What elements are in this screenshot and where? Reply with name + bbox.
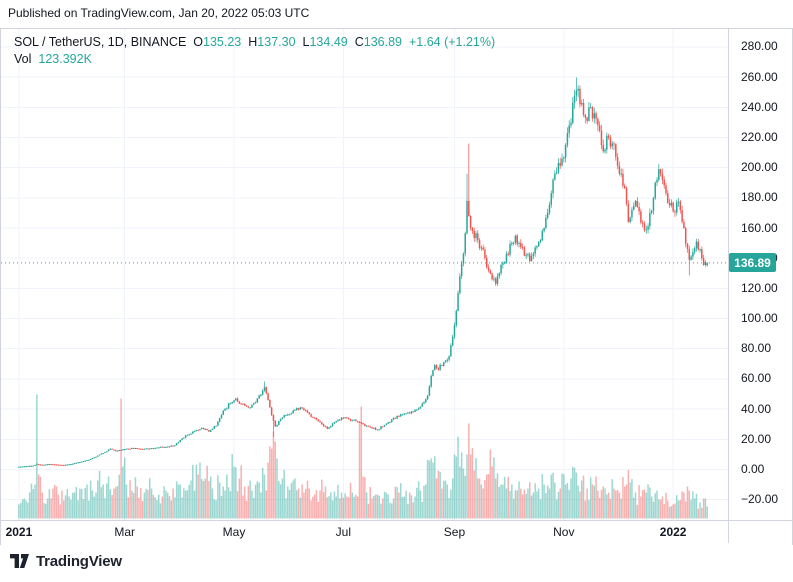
volume-value: 123.392K (38, 52, 92, 66)
x-axis-label: Nov (553, 525, 575, 539)
y-axis-label: 120.00 (741, 280, 778, 295)
low-value: L134.49 (302, 35, 348, 49)
legend-row-symbol: SOL / TetherUS, 1D, BINANCE O135.23 H137… (14, 34, 495, 51)
published-bar: Published on TradingView.com, Jan 20, 20… (0, 0, 793, 28)
y-axis-label: −20.00 (741, 492, 779, 507)
tradingview-brand-text: TradingView (36, 553, 122, 570)
published-text: Published on TradingView.com, Jan 20, 20… (8, 6, 310, 20)
x-axis-label: 2022 (659, 525, 687, 539)
y-axis-label: 160.00 (741, 220, 778, 235)
x-axis-label: Sep (443, 525, 466, 539)
close-value: C136.89 (354, 35, 402, 49)
y-axis-label: 280.00 (741, 39, 778, 54)
y-axis-label: 200.00 (741, 160, 778, 175)
price-axis[interactable]: 280.00 260.00 240.00 220.00 200.00 180.00 160.… (728, 29, 792, 520)
open-value: O135.23 (193, 35, 242, 49)
price-chart-canvas[interactable] (1, 29, 728, 520)
x-axis-label: Jul (335, 525, 352, 539)
change-value: +1.64 (+1.21%) (408, 35, 496, 49)
axis-corner (728, 520, 792, 543)
y-axis-label: 100.00 (741, 311, 778, 326)
y-axis-label: 240.00 (741, 99, 778, 114)
symbol-title: SOL / TetherUS, 1D, BINANCE (14, 35, 187, 49)
y-axis-label: 0.00 (741, 461, 765, 476)
legend-row-volume: Vol 123.392K (14, 51, 495, 68)
y-axis-label: 220.00 (741, 129, 778, 144)
chart-legend: SOL / TetherUS, 1D, BINANCE O135.23 H137… (14, 34, 495, 68)
y-axis-label: 60.00 (741, 371, 772, 386)
y-axis-label: 260.00 (741, 69, 778, 84)
x-axis-label: Mar (114, 525, 136, 539)
x-axis-label: May (222, 525, 246, 539)
last-price-badge: 136.89 (729, 253, 776, 273)
high-value: H137.30 (248, 35, 296, 49)
y-axis-label: 40.00 (741, 401, 772, 416)
x-axis-label: 2021 (5, 525, 33, 539)
chart-widget[interactable]: SOL / TetherUS, 1D, BINANCE O135.23 H137… (0, 28, 793, 545)
footer: TradingView (0, 545, 793, 582)
time-axis[interactable]: 2021 Mar May Jul Sep Nov 2022 (1, 520, 792, 545)
y-axis-label: 180.00 (741, 190, 778, 205)
tradingview-logo-icon (10, 554, 29, 568)
tradingview-brand-link[interactable]: TradingView (10, 553, 122, 570)
y-axis-label: 80.00 (741, 341, 772, 356)
volume-label: Vol (14, 52, 32, 66)
y-axis-label: 20.00 (741, 431, 772, 446)
